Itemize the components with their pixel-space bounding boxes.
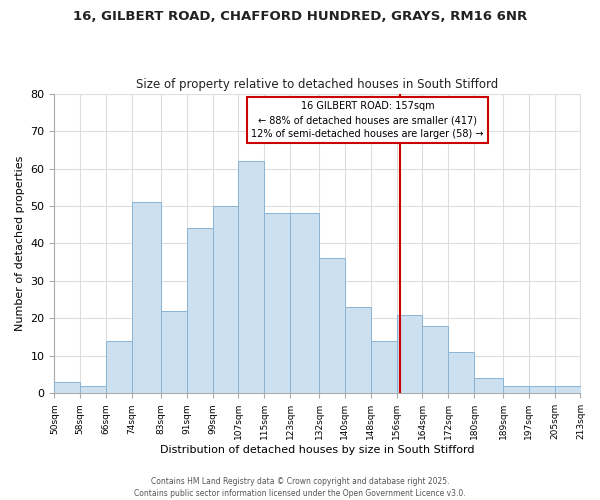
Bar [474, 378, 503, 394]
Bar [212, 206, 238, 394]
Bar [371, 341, 397, 394]
Text: Contains HM Land Registry data © Crown copyright and database right 2025.
Contai: Contains HM Land Registry data © Crown c… [134, 476, 466, 498]
Bar [529, 386, 554, 394]
Bar [264, 214, 290, 394]
Bar [187, 228, 212, 394]
Title: Size of property relative to detached houses in South Stifford: Size of property relative to detached ho… [136, 78, 499, 91]
Bar [554, 386, 581, 394]
Bar [448, 352, 474, 394]
Bar [238, 161, 264, 394]
Bar [319, 258, 345, 394]
Y-axis label: Number of detached properties: Number of detached properties [15, 156, 25, 331]
Bar [397, 314, 422, 394]
Bar [503, 386, 529, 394]
Bar [290, 214, 319, 394]
X-axis label: Distribution of detached houses by size in South Stifford: Distribution of detached houses by size … [160, 445, 475, 455]
Bar [345, 307, 371, 394]
Bar [161, 311, 187, 394]
Bar [422, 326, 448, 394]
Text: 16 GILBERT ROAD: 157sqm
← 88% of detached houses are smaller (417)
12% of semi-d: 16 GILBERT ROAD: 157sqm ← 88% of detache… [251, 101, 484, 139]
Text: 16, GILBERT ROAD, CHAFFORD HUNDRED, GRAYS, RM16 6NR: 16, GILBERT ROAD, CHAFFORD HUNDRED, GRAY… [73, 10, 527, 23]
Bar [132, 202, 161, 394]
Bar [80, 386, 106, 394]
Bar [55, 382, 80, 394]
Bar [106, 341, 132, 394]
